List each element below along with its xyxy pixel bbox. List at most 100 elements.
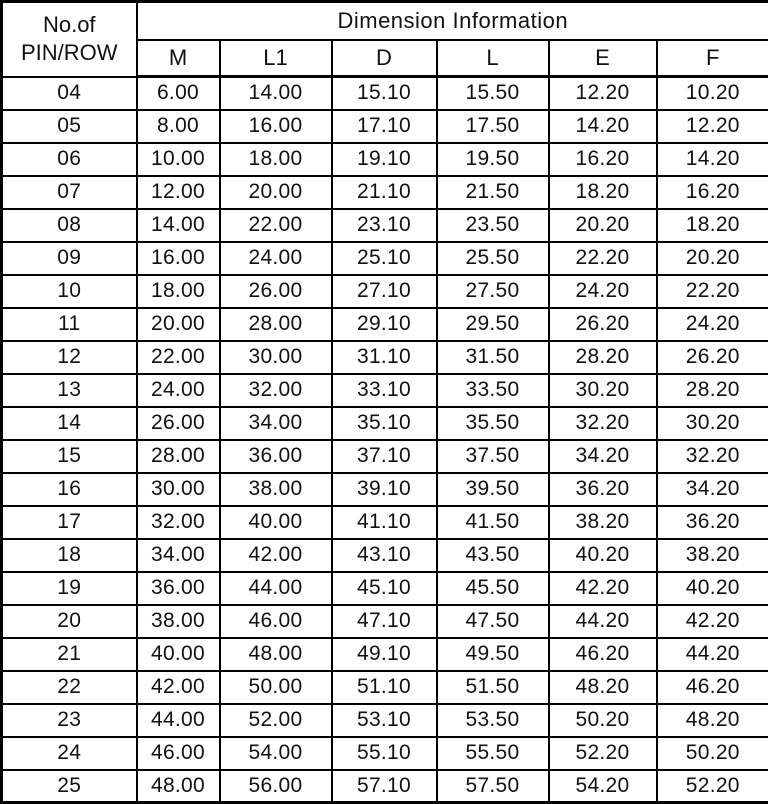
value-cell: 24.00: [220, 242, 332, 275]
pin-cell: 11: [2, 308, 137, 341]
pin-cell: 13: [2, 374, 137, 407]
value-cell: 50.00: [220, 671, 332, 704]
value-cell: 22.20: [549, 242, 657, 275]
value-cell: 38.20: [657, 539, 768, 572]
value-cell: 44.20: [657, 638, 768, 671]
value-cell: 43.10: [332, 539, 437, 572]
pin-cell: 15: [2, 440, 137, 473]
value-cell: 35.50: [437, 407, 549, 440]
value-cell: 50.20: [549, 704, 657, 737]
value-cell: 22.00: [137, 341, 220, 374]
pin-cell: 12: [2, 341, 137, 374]
value-cell: 17.50: [437, 110, 549, 143]
value-cell: 57.10: [332, 770, 437, 803]
value-cell: 39.10: [332, 473, 437, 506]
value-cell: 55.50: [437, 737, 549, 770]
value-cell: 39.50: [437, 473, 549, 506]
value-cell: 36.00: [220, 440, 332, 473]
value-cell: 29.50: [437, 308, 549, 341]
value-cell: 21.10: [332, 176, 437, 209]
pin-cell: 08: [2, 209, 137, 242]
value-cell: 20.20: [657, 242, 768, 275]
value-cell: 46.20: [657, 671, 768, 704]
value-cell: 44.20: [549, 605, 657, 638]
value-cell: 53.10: [332, 704, 437, 737]
value-cell: 48.00: [220, 638, 332, 671]
value-cell: 14.00: [137, 209, 220, 242]
value-cell: 47.10: [332, 605, 437, 638]
value-cell: 48.20: [657, 704, 768, 737]
value-cell: 56.00: [220, 770, 332, 803]
value-cell: 40.20: [549, 539, 657, 572]
pin-cell: 21: [2, 638, 137, 671]
value-cell: 18.20: [657, 209, 768, 242]
pin-cell: 09: [2, 242, 137, 275]
value-cell: 20.20: [549, 209, 657, 242]
value-cell: 57.50: [437, 770, 549, 803]
pin-row-header: No.of PIN/ROW: [2, 2, 137, 77]
value-cell: 20.00: [137, 308, 220, 341]
value-cell: 28.00: [137, 440, 220, 473]
value-cell: 10.20: [657, 77, 768, 110]
value-cell: 21.50: [437, 176, 549, 209]
value-cell: 38.20: [549, 506, 657, 539]
pin-cell: 19: [2, 572, 137, 605]
column-header-l: L: [437, 40, 549, 77]
value-cell: 53.50: [437, 704, 549, 737]
value-cell: 28.00: [220, 308, 332, 341]
pin-cell: 23: [2, 704, 137, 737]
value-cell: 24.20: [657, 308, 768, 341]
header-row-top: No.of PIN/ROW Dimension Information: [2, 2, 768, 40]
value-cell: 8.00: [137, 110, 220, 143]
value-cell: 30.00: [220, 341, 332, 374]
value-cell: 16.20: [657, 176, 768, 209]
pin-header-line1: No.of: [3, 11, 136, 40]
pin-cell: 04: [2, 77, 137, 110]
value-cell: 28.20: [657, 374, 768, 407]
value-cell: 42.20: [549, 572, 657, 605]
value-cell: 28.20: [549, 341, 657, 374]
value-cell: 46.00: [220, 605, 332, 638]
pin-cell: 10: [2, 275, 137, 308]
column-header-m: M: [137, 40, 220, 77]
pin-cell: 05: [2, 110, 137, 143]
value-cell: 32.20: [657, 440, 768, 473]
value-cell: 18.00: [137, 275, 220, 308]
value-cell: 34.20: [657, 473, 768, 506]
value-cell: 37.50: [437, 440, 549, 473]
value-cell: 23.10: [332, 209, 437, 242]
value-cell: 35.10: [332, 407, 437, 440]
value-cell: 6.00: [137, 77, 220, 110]
value-cell: 40.20: [657, 572, 768, 605]
value-cell: 51.50: [437, 671, 549, 704]
value-cell: 54.20: [549, 770, 657, 803]
value-cell: 16.00: [137, 242, 220, 275]
value-cell: 34.20: [549, 440, 657, 473]
value-cell: 24.00: [137, 374, 220, 407]
dimension-information-header: Dimension Information: [137, 2, 768, 40]
value-cell: 29.10: [332, 308, 437, 341]
pin-cell: 20: [2, 605, 137, 638]
value-cell: 55.10: [332, 737, 437, 770]
value-cell: 18.00: [220, 143, 332, 176]
value-cell: 16.20: [549, 143, 657, 176]
value-cell: 52.20: [657, 770, 768, 803]
value-cell: 47.50: [437, 605, 549, 638]
value-cell: 52.00: [220, 704, 332, 737]
value-cell: 51.10: [332, 671, 437, 704]
value-cell: 12.20: [549, 77, 657, 110]
value-cell: 40.00: [220, 506, 332, 539]
value-cell: 26.00: [137, 407, 220, 440]
pin-cell: 17: [2, 506, 137, 539]
value-cell: 33.10: [332, 374, 437, 407]
column-header-d: D: [332, 40, 437, 77]
